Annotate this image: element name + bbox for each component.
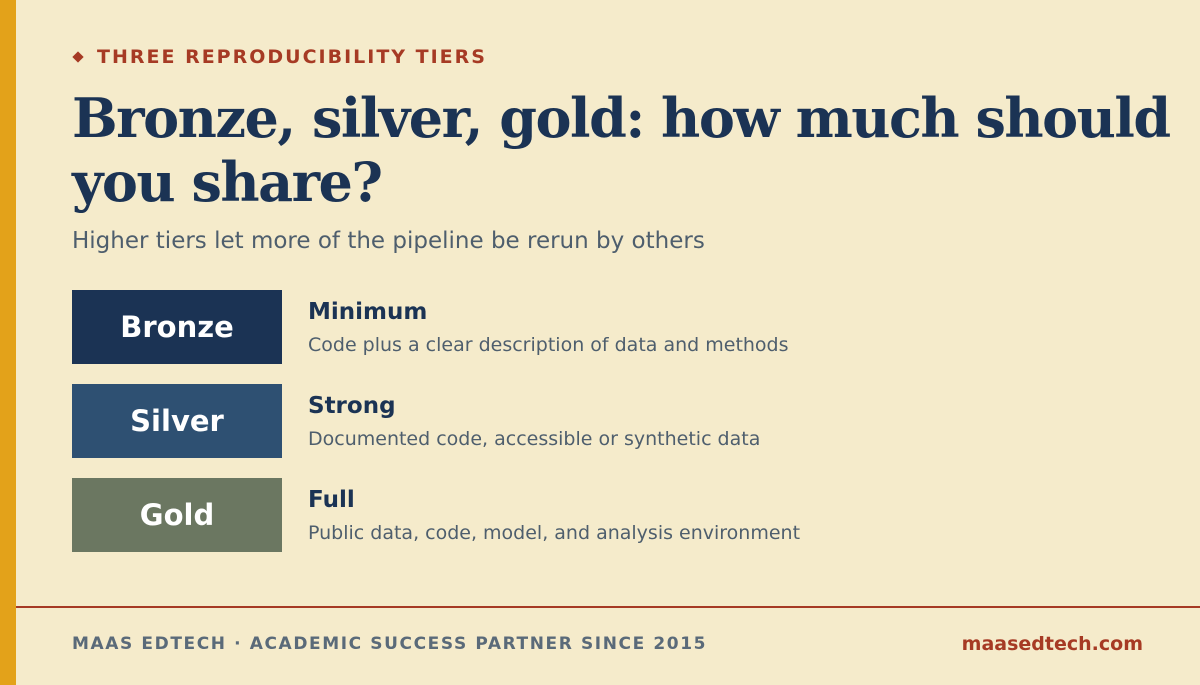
tier-badge-gold: Gold <box>72 478 282 552</box>
tier-description-bronze: Code plus a clear description of data an… <box>308 334 789 356</box>
tier-row-silver: Silver Strong Documented code, accessibl… <box>72 384 972 458</box>
footer-website-link[interactable]: maasedtech.com <box>961 633 1143 655</box>
tier-row-bronze: Bronze Minimum Code plus a clear descrip… <box>72 290 972 364</box>
eyebrow: THREE REPRODUCIBILITY TIERS <box>72 46 487 68</box>
page-subtitle: Higher tiers let more of the pipeline be… <box>72 228 705 254</box>
tier-name-bronze: Minimum <box>308 299 428 325</box>
page-title: Bronze, silver, gold: how much should yo… <box>72 86 1171 214</box>
diamond-icon <box>72 51 84 63</box>
tier-name-silver: Strong <box>308 393 396 419</box>
footer-tagline: MAAS EDTECH · ACADEMIC SUCCESS PARTNER S… <box>72 634 708 654</box>
footer-divider <box>16 606 1200 608</box>
tier-description-silver: Documented code, accessible or synthetic… <box>308 428 761 450</box>
tier-row-gold: Gold Full Public data, code, model, and … <box>72 478 972 552</box>
tier-badge-silver: Silver <box>72 384 282 458</box>
eyebrow-text: THREE REPRODUCIBILITY TIERS <box>97 46 487 68</box>
left-accent-bar <box>0 0 16 685</box>
tier-description-gold: Public data, code, model, and analysis e… <box>308 522 801 544</box>
tier-name-gold: Full <box>308 487 355 513</box>
tier-badge-bronze: Bronze <box>72 290 282 364</box>
